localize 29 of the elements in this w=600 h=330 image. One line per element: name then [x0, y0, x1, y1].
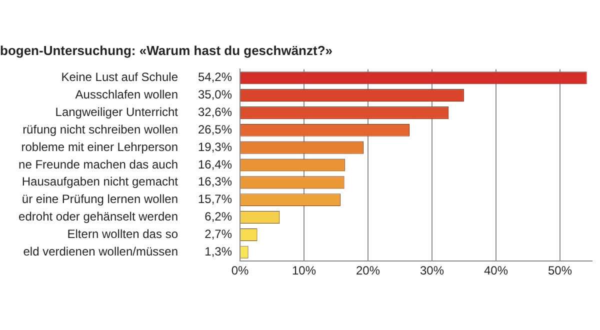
x-tick-label: 0% — [231, 263, 249, 278]
data-label: 1,3% — [204, 244, 232, 258]
y-tick-label: Eltern wollten das so — [67, 226, 178, 241]
y-tick-label: robleme mit einer Lehrperson — [21, 140, 178, 154]
y-tick-label: rüfung nicht schreiben wollen — [22, 122, 178, 136]
x-tick-label: 40% — [484, 263, 508, 278]
data-label: 35,0% — [198, 88, 232, 102]
x-tick-label: 20% — [356, 263, 380, 278]
data-label: 6,2% — [204, 210, 232, 224]
y-tick-label: ne Freunde machen das auch — [18, 157, 178, 172]
data-label: 16,4% — [198, 157, 232, 172]
x-tick-label: 10% — [292, 263, 316, 278]
y-tick-label: Ausschlafen wollen — [75, 88, 178, 102]
data-label: 19,3% — [198, 140, 232, 154]
x-tick-label: 30% — [420, 263, 444, 278]
data-label: 26,5% — [198, 122, 232, 136]
data-label: 32,6% — [198, 105, 232, 120]
chart-title: bogen-Untersuchung: «Warum hast du geschwänzt?» — [0, 42, 332, 58]
y-tick-label: Keine Lust auf Schule — [61, 70, 178, 84]
data-label: 15,7% — [198, 192, 232, 206]
y-tick-label: Hausaufgaben nicht gemacht — [22, 174, 179, 189]
y-tick-label: edroht oder gehänselt werden — [18, 210, 178, 224]
y-tick-label: Langweiliger Unterricht — [55, 105, 179, 120]
y-tick-label: ür eine Prüfung lernen wollen — [22, 192, 178, 206]
data-label: 2,7% — [204, 226, 232, 241]
data-label: 54,2% — [198, 70, 232, 84]
x-tick-label: 50% — [548, 263, 572, 278]
data-label: 16,3% — [198, 174, 232, 189]
y-tick-label: eld verdienen wollen/müssen — [23, 244, 178, 258]
